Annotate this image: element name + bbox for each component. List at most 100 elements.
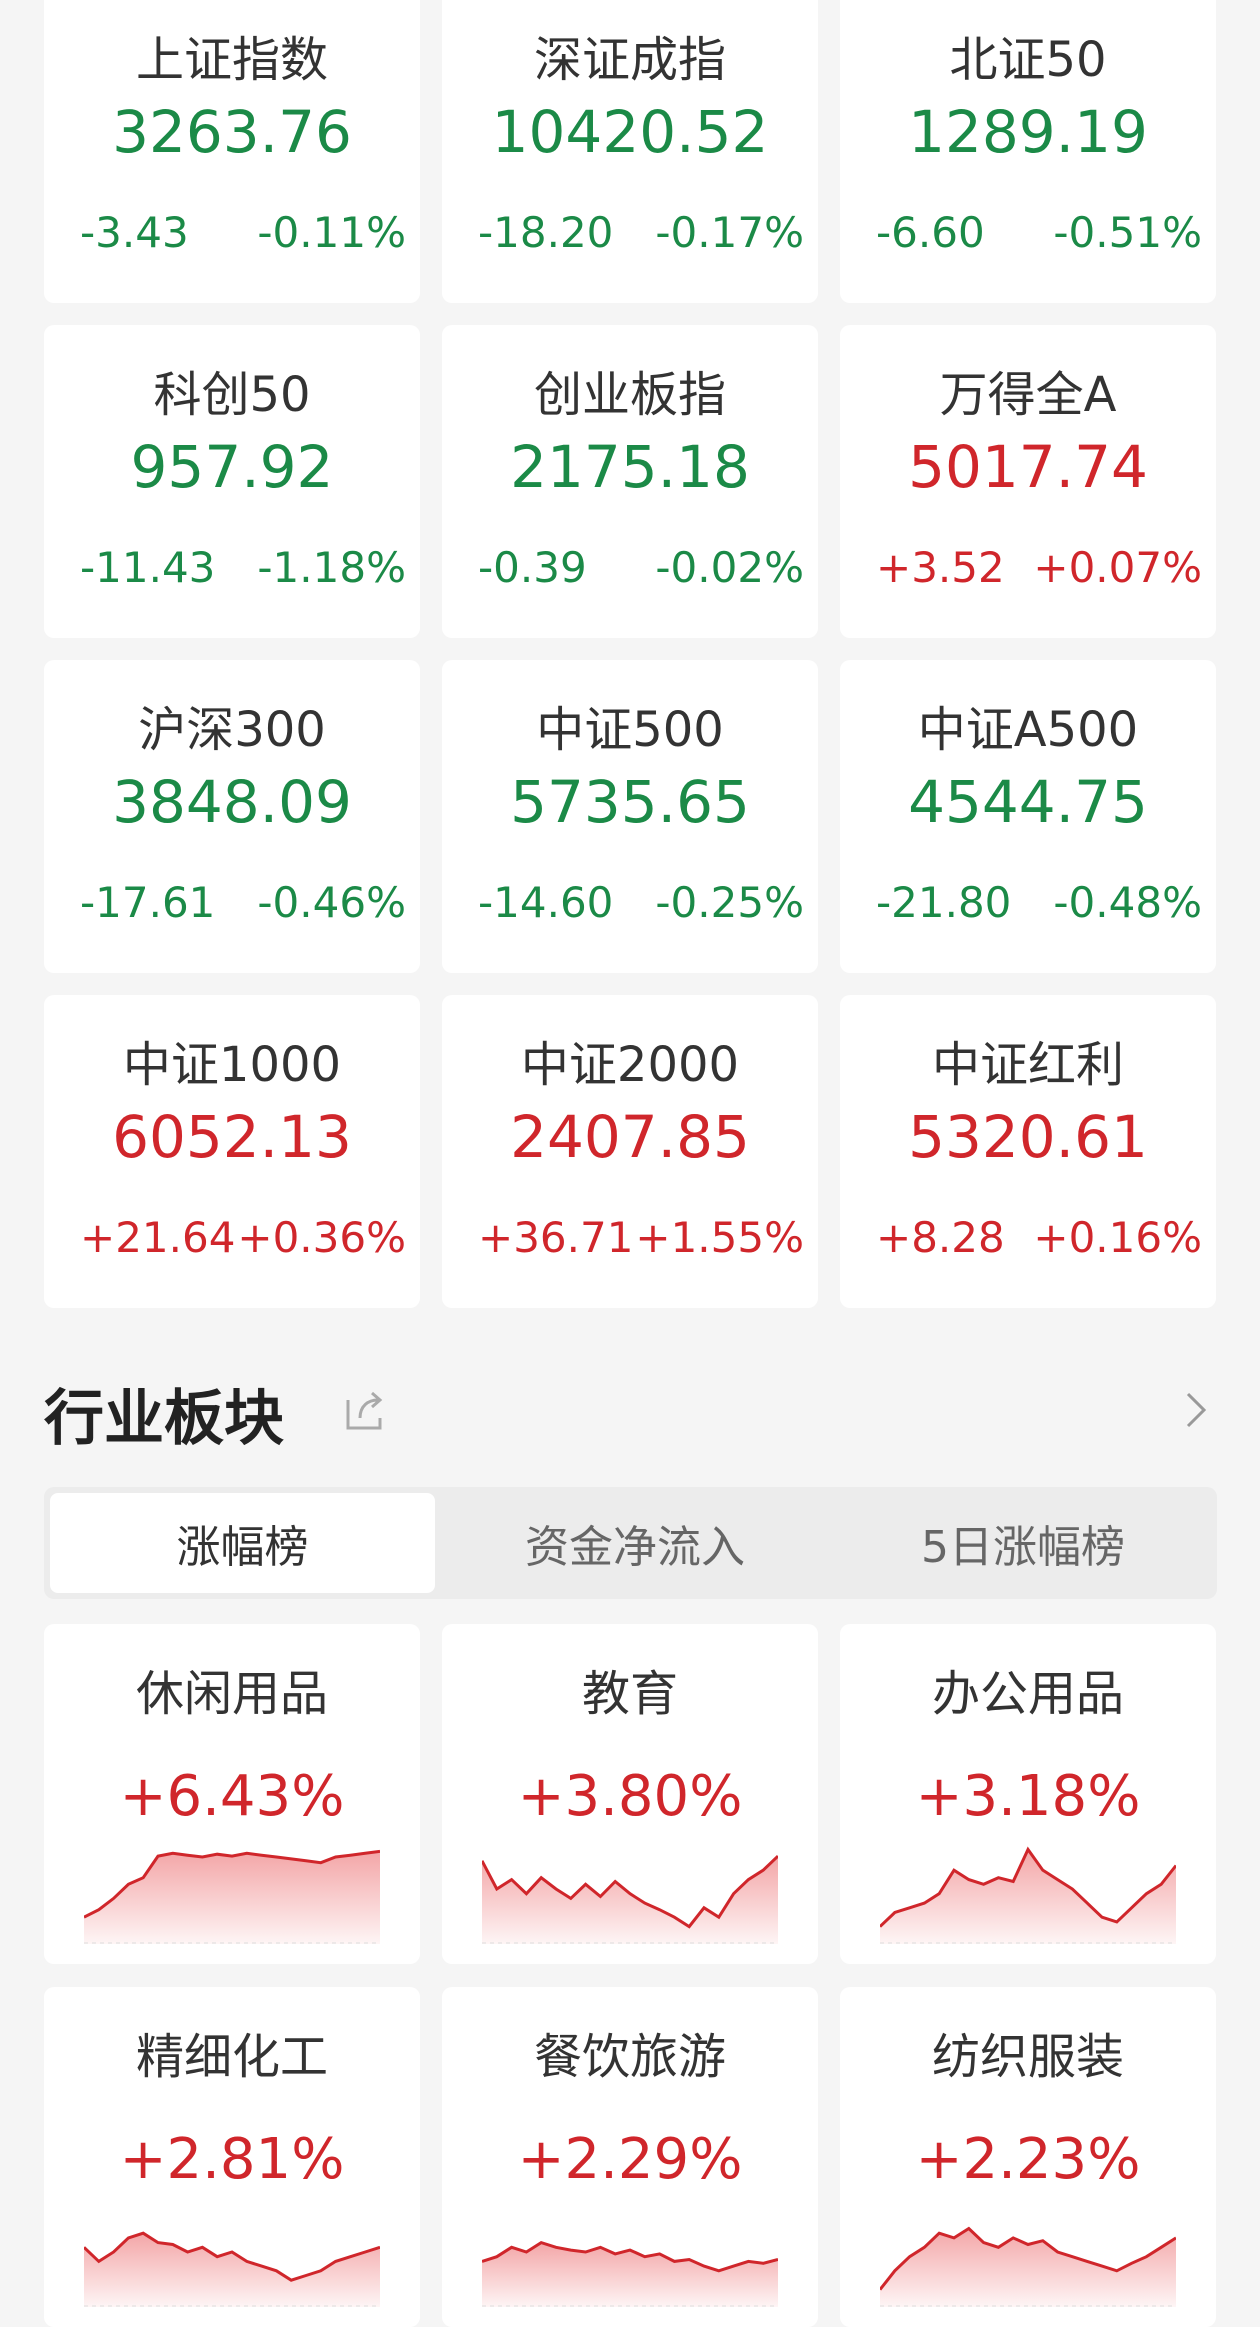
index-card[interactable]: 创业板指 2175.18 -0.39 -0.02% bbox=[442, 325, 818, 638]
index-name: 科创50 bbox=[153, 367, 311, 423]
sector-pct: +2.29% bbox=[517, 2127, 743, 2192]
index-change-row: -11.43 -1.18% bbox=[44, 543, 420, 592]
section-header: 行业板块 bbox=[44, 1370, 1216, 1454]
index-change-pct: +0.07% bbox=[1033, 543, 1202, 592]
index-card[interactable]: 中证红利 5320.61 +8.28 +0.16% bbox=[840, 995, 1216, 1308]
tab-0[interactable]: 涨幅榜 bbox=[50, 1493, 435, 1593]
index-value: 5017.74 bbox=[908, 433, 1148, 501]
sparkline-line bbox=[482, 1855, 778, 1929]
index-change-row: -21.80 -0.48% bbox=[840, 878, 1216, 927]
index-card[interactable]: 中证2000 2407.85 +36.71 +1.55% bbox=[442, 995, 818, 1308]
index-change: -3.43 bbox=[80, 208, 189, 257]
index-change: +3.52 bbox=[876, 543, 1005, 592]
share-icon[interactable] bbox=[344, 1388, 388, 1432]
index-change-pct: -1.18% bbox=[257, 543, 406, 592]
index-change-pct: -0.11% bbox=[257, 208, 406, 257]
index-card[interactable]: 科创50 957.92 -11.43 -1.18% bbox=[44, 325, 420, 638]
sector-sparkline bbox=[84, 1849, 380, 1944]
index-card[interactable]: 沪深300 3848.09 -17.61 -0.46% bbox=[44, 660, 420, 973]
index-name: 上证指数 bbox=[135, 32, 328, 88]
index-name: 中证红利 bbox=[931, 1037, 1124, 1093]
sector-card[interactable]: 精细化工 +2.81% bbox=[44, 1987, 420, 2327]
index-change-row: +21.64 +0.36% bbox=[44, 1213, 420, 1262]
index-change-row: +3.52 +0.07% bbox=[840, 543, 1216, 592]
sparkline-line bbox=[880, 1846, 1176, 1928]
sector-name: 办公用品 bbox=[931, 1666, 1124, 1722]
index-name: 创业板指 bbox=[533, 367, 726, 423]
index-value: 3263.76 bbox=[112, 98, 352, 166]
index-card[interactable]: 万得全A 5017.74 +3.52 +0.07% bbox=[840, 325, 1216, 638]
index-change-row: -3.43 -0.11% bbox=[44, 208, 420, 257]
index-value: 3848.09 bbox=[112, 768, 352, 836]
index-name: 沪深300 bbox=[138, 702, 326, 758]
sparkline-area bbox=[482, 1856, 778, 1944]
sector-name: 精细化工 bbox=[135, 2029, 328, 2085]
chevron-right-icon[interactable] bbox=[1180, 1388, 1210, 1432]
index-change-row: -6.60 -0.51% bbox=[840, 208, 1216, 257]
sector-pct: +3.80% bbox=[517, 1764, 743, 1829]
index-card[interactable]: 上证指数 3263.76 -3.43 -0.11% bbox=[44, 0, 420, 303]
index-change-row: -0.39 -0.02% bbox=[442, 543, 818, 592]
index-change-pct: +0.36% bbox=[237, 1213, 406, 1262]
sector-pct: +3.18% bbox=[915, 1764, 1141, 1829]
index-change-row: -14.60 -0.25% bbox=[442, 878, 818, 927]
index-card[interactable]: 中证500 5735.65 -14.60 -0.25% bbox=[442, 660, 818, 973]
sector-name: 餐饮旅游 bbox=[533, 2029, 726, 2085]
index-change-row: -17.61 -0.46% bbox=[44, 878, 420, 927]
index-change: +36.71 bbox=[478, 1213, 634, 1262]
sector-card[interactable]: 餐饮旅游 +2.29% bbox=[442, 1987, 818, 2327]
index-name: 深证成指 bbox=[533, 32, 726, 88]
index-change: +21.64 bbox=[80, 1213, 236, 1262]
index-card[interactable]: 北证50 1289.19 -6.60 -0.51% bbox=[840, 0, 1216, 303]
index-change: -0.39 bbox=[478, 543, 587, 592]
index-change: -21.80 bbox=[876, 878, 1012, 927]
sector-sparkline bbox=[482, 1855, 778, 1944]
index-grid: 上证指数 3263.76 -3.43 -0.11% 深证成指 10420.52 -1… bbox=[44, 0, 1217, 1308]
index-value: 6052.13 bbox=[112, 1103, 352, 1171]
index-change-row: +8.28 +0.16% bbox=[840, 1213, 1216, 1262]
tab-1[interactable]: 资金净流入 bbox=[525, 1522, 745, 1573]
sector-name: 教育 bbox=[581, 1666, 678, 1722]
index-change-pct: -0.51% bbox=[1053, 208, 1202, 257]
sector-pct: +6.43% bbox=[119, 1764, 345, 1829]
sparkline-area bbox=[84, 2233, 380, 2307]
index-value: 2175.18 bbox=[510, 433, 750, 501]
sector-sparkline bbox=[880, 1846, 1176, 1944]
sector-grid: 休闲用品 +6.43% 教育 +3.80% 办公用品 +3.18% 精细化工 +… bbox=[44, 1624, 1217, 2327]
tab-2[interactable]: 5日涨幅榜 bbox=[921, 1522, 1125, 1573]
sector-card[interactable]: 教育 +3.80% bbox=[442, 1624, 818, 1964]
index-change: -14.60 bbox=[478, 878, 614, 927]
sector-pct: +2.81% bbox=[119, 2127, 345, 2192]
sparkline-area bbox=[880, 2228, 1176, 2307]
index-name: 万得全A bbox=[939, 367, 1117, 423]
index-name: 中证2000 bbox=[520, 1037, 740, 1093]
sector-card[interactable]: 休闲用品 +6.43% bbox=[44, 1624, 420, 1964]
sector-card[interactable]: 办公用品 +3.18% bbox=[840, 1624, 1216, 1964]
index-value: 5320.61 bbox=[908, 1103, 1148, 1171]
sparkline-area bbox=[482, 2242, 778, 2307]
index-change: -11.43 bbox=[80, 543, 216, 592]
index-change-pct: -0.02% bbox=[655, 543, 804, 592]
index-change-row: +36.71 +1.55% bbox=[442, 1213, 818, 1262]
sector-sparkline bbox=[84, 2231, 380, 2307]
index-card[interactable]: 中证A500 4544.75 -21.80 -0.48% bbox=[840, 660, 1216, 973]
sparkline-line bbox=[880, 2226, 1176, 2291]
index-value: 2407.85 bbox=[510, 1103, 750, 1171]
sparkline-area bbox=[84, 1851, 380, 1944]
index-card[interactable]: 中证1000 6052.13 +21.64 +0.36% bbox=[44, 995, 420, 1308]
index-value: 4544.75 bbox=[908, 768, 1148, 836]
index-value: 10420.52 bbox=[491, 98, 769, 166]
index-value: 957.92 bbox=[130, 433, 334, 501]
sector-tabs: 涨幅榜 资金净流入 5日涨幅榜 bbox=[44, 1487, 1217, 1599]
sector-pct: +2.23% bbox=[915, 2127, 1141, 2192]
section-title: 行业板块 bbox=[44, 1384, 284, 1454]
index-change-pct: +0.16% bbox=[1033, 1213, 1202, 1262]
index-card[interactable]: 深证成指 10420.52 -18.20 -0.17% bbox=[442, 0, 818, 303]
index-name: 中证1000 bbox=[122, 1037, 342, 1093]
sector-sparkline bbox=[880, 2226, 1176, 2307]
sparkline-line bbox=[482, 2240, 778, 2273]
index-change-pct: +1.55% bbox=[635, 1213, 804, 1262]
index-change: -18.20 bbox=[478, 208, 614, 257]
sector-card[interactable]: 纺织服装 +2.23% bbox=[840, 1987, 1216, 2327]
sparkline-line bbox=[84, 2231, 380, 2282]
